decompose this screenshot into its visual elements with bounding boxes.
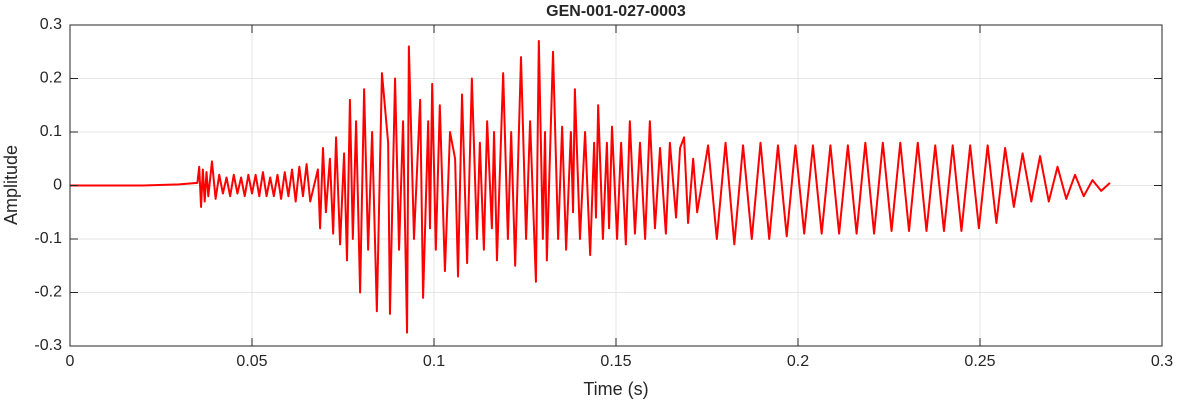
x-tick-label: 0.25	[964, 353, 995, 370]
x-tick-label: 0.05	[236, 353, 267, 370]
waveform-line	[70, 40, 1111, 334]
y-tick-label: 0.3	[40, 16, 62, 33]
y-tick-label: -0.3	[34, 337, 62, 354]
ticks: 0 0.05 0.1 0.15 0.2 0.25 0.3 -0.3 -0.2 -0.1 0 0.1 0.…	[34, 16, 1173, 370]
x-tick-label: 0.2	[787, 353, 809, 370]
chart-title: GEN-001-027-0003	[546, 3, 686, 20]
x-tick-label: 0.3	[1151, 353, 1173, 370]
y-tick-label: 0.1	[40, 123, 62, 140]
lines	[70, 40, 1111, 334]
y-axis-label: Amplitude	[1, 145, 21, 225]
x-axis-label: Time (s)	[583, 379, 648, 399]
y-tick-label: -0.2	[34, 284, 62, 301]
x-tick-label: 0.1	[423, 353, 445, 370]
y-tick-label: 0	[53, 177, 62, 194]
x-tick-label: 0	[66, 353, 75, 370]
y-tick-label: -0.1	[34, 230, 62, 247]
x-tick-label: 0.15	[600, 353, 631, 370]
y-tick-label: 0.2	[40, 70, 62, 87]
